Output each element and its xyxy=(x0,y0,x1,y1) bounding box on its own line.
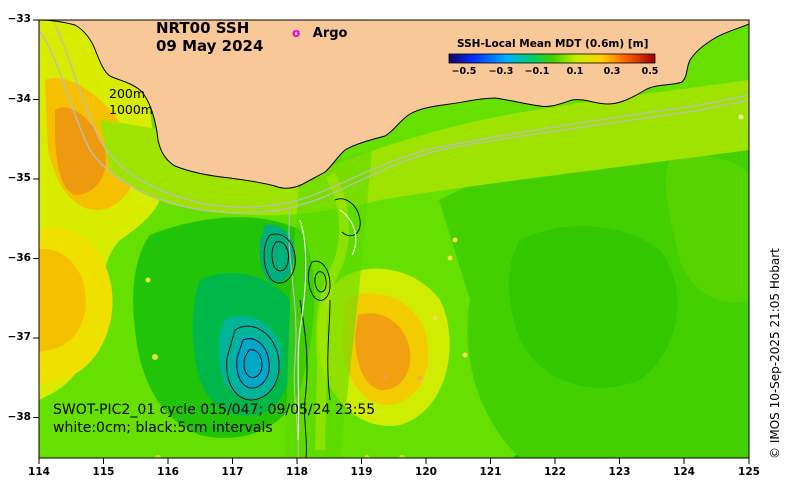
swath-edge-contour xyxy=(288,209,299,458)
black-contour-4 xyxy=(236,338,270,389)
float-marker xyxy=(417,375,423,381)
x-tick-label: 123 xyxy=(608,466,631,478)
y-tick-label: −37 xyxy=(7,331,31,343)
isobath-1000m xyxy=(54,24,749,208)
black-contour-2 xyxy=(271,241,289,272)
black-contour-7 xyxy=(314,271,327,293)
orange-zone-sw xyxy=(39,249,86,352)
float-marker xyxy=(514,455,520,458)
x-tick-label: 116 xyxy=(157,466,179,478)
credit-text: © IMOS 10-Sep-2025 21:05 Hobart xyxy=(768,248,782,459)
plot-frame xyxy=(38,19,750,459)
x-tick-label: 114 xyxy=(28,466,50,478)
float-marker xyxy=(447,255,453,261)
argo-circle-icon: o xyxy=(292,26,301,40)
float-marker xyxy=(382,375,388,381)
colorbar-tick: 0.5 xyxy=(641,66,659,77)
float-marker xyxy=(452,237,458,243)
black-contour-3 xyxy=(226,325,280,401)
map-date: 09 May 2024 xyxy=(156,37,264,55)
cold-eddy-north xyxy=(259,224,295,284)
warm-eddy-core xyxy=(355,313,411,391)
float-marker xyxy=(738,114,744,120)
swot-pass-info: SWOT-PIC2_01 cycle 015/047; 09/05/24 23:… xyxy=(53,402,376,418)
colorbar-tick: −0.5 xyxy=(451,66,477,77)
float-marker xyxy=(145,277,151,283)
isobath-1000m-label: 1000m xyxy=(109,102,153,117)
colorbar-tick: −0.1 xyxy=(524,66,550,77)
product-name: NRT00 SSH xyxy=(156,19,250,37)
argo-label: Argo xyxy=(312,26,348,41)
x-tick-label: 124 xyxy=(673,466,695,478)
white-contour-2 xyxy=(339,209,357,256)
swot-swath-ridge xyxy=(315,172,349,451)
float-marker xyxy=(364,455,370,458)
colorbar-title: SSH-Local Mean MDT (0.6m) [m] xyxy=(457,38,649,50)
black-contour-9 xyxy=(299,299,308,458)
float-marker xyxy=(462,352,468,358)
map-title: NRT00 SSH 09 May 2024 xyxy=(156,19,263,55)
colorbar-tick: −0.3 xyxy=(488,66,514,77)
colorbar-tick: 0.3 xyxy=(603,66,621,77)
isobath-200m xyxy=(39,29,749,214)
orange-core-nw xyxy=(55,107,106,195)
x-tick-label: 118 xyxy=(286,466,308,478)
axis-ticks xyxy=(33,19,750,464)
x-tick-label: 119 xyxy=(350,466,373,478)
green-zone-east-inner xyxy=(508,226,678,388)
x-tick-label: 120 xyxy=(415,466,437,478)
x-tick-label: 121 xyxy=(479,466,502,478)
x-tick-label: 117 xyxy=(221,466,244,478)
x-tick-label: 115 xyxy=(92,466,115,478)
float-marker xyxy=(155,455,161,458)
black-contour-10 xyxy=(327,299,331,401)
colorbar-tick: 0.1 xyxy=(566,66,584,77)
float-marker xyxy=(432,315,438,321)
isobath-labels: 200m 1000m xyxy=(109,86,153,118)
float-markers xyxy=(66,20,744,458)
y-tick-label: −34 xyxy=(7,92,31,105)
float-marker xyxy=(152,354,158,360)
argo-legend: o Argo xyxy=(292,26,348,41)
black-contour-8 xyxy=(334,198,361,237)
y-tick-label: −38 xyxy=(7,410,31,423)
contour-legend: white:0cm; black:5cm intervals xyxy=(53,420,273,436)
black-contour-1 xyxy=(263,233,296,284)
white-contour-1 xyxy=(297,219,307,441)
x-tick-label: 122 xyxy=(544,466,566,478)
isobath-200m-label: 200m xyxy=(109,86,146,101)
x-tick-label: 125 xyxy=(738,466,760,478)
black-contour-5 xyxy=(243,349,263,378)
cold-eddy-core xyxy=(233,336,271,390)
swot-info: SWOT-PIC2_01 cycle 015/047; 09/05/24 23:… xyxy=(53,401,375,437)
map-field xyxy=(39,20,749,458)
float-marker xyxy=(399,455,405,458)
y-tick-label: −35 xyxy=(7,172,31,184)
y-tick-label: −33 xyxy=(7,13,31,25)
black-contour-6 xyxy=(308,260,331,301)
colorbar-gradient xyxy=(448,53,656,64)
y-tick-label: −36 xyxy=(7,251,31,264)
green-zone-far-east xyxy=(665,155,749,303)
